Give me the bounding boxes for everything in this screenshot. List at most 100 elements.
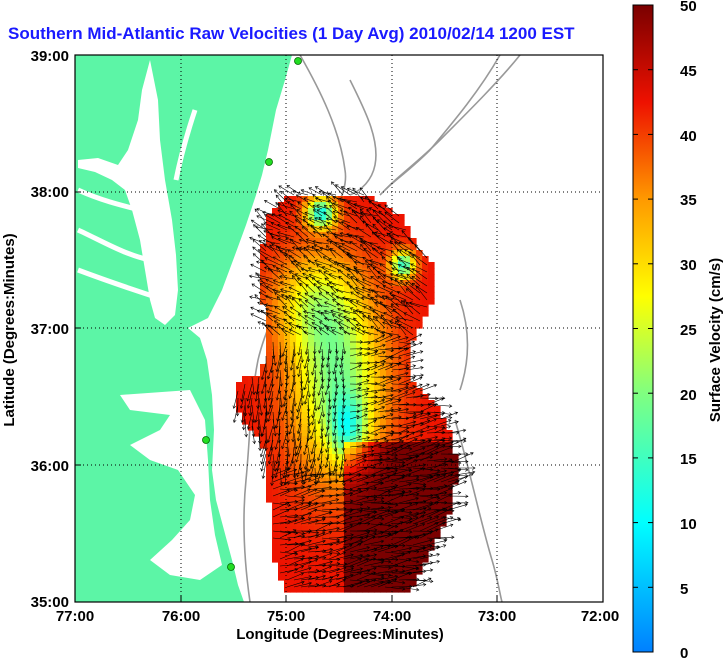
velocity-arrow xyxy=(293,341,295,357)
velocity-cell xyxy=(374,520,381,527)
velocity-arrow xyxy=(326,218,344,224)
velocity-arrow-head xyxy=(324,301,328,305)
x-tick-label: 74:00 xyxy=(373,608,411,625)
velocity-arrow-head xyxy=(349,299,354,304)
velocity-arrow xyxy=(314,577,333,581)
velocity-arrow-head xyxy=(359,553,364,558)
velocity-cell xyxy=(410,442,417,449)
velocity-cell xyxy=(308,376,315,383)
velocity-arrow-head xyxy=(320,428,324,432)
velocity-cell xyxy=(368,430,375,437)
velocity-arrow xyxy=(383,275,400,280)
velocity-arrow xyxy=(392,295,407,308)
velocity-arrow xyxy=(342,558,362,567)
velocity-arrow-head xyxy=(381,280,386,285)
velocity-arrow-head xyxy=(267,375,271,380)
velocity-arrow xyxy=(262,322,274,336)
velocity-arrow-head xyxy=(249,236,253,241)
velocity-arrow xyxy=(335,348,338,361)
velocity-arrow xyxy=(317,446,323,461)
velocity-arrow xyxy=(334,390,337,402)
velocity-cell xyxy=(416,454,423,461)
velocity-arrow-head xyxy=(365,558,370,562)
velocity-arrow xyxy=(280,281,295,287)
velocity-cell xyxy=(362,316,369,323)
velocity-cell xyxy=(398,400,405,407)
velocity-cell xyxy=(266,376,273,383)
velocity-cell xyxy=(284,556,291,563)
velocity-cell xyxy=(428,298,435,305)
velocity-arrow xyxy=(349,507,370,511)
velocity-arrow xyxy=(278,238,295,245)
velocity-arrow xyxy=(412,254,428,266)
velocity-arrow xyxy=(268,383,274,401)
velocity-cell xyxy=(284,496,291,503)
velocity-arrow-head xyxy=(381,363,385,367)
velocity-arrow-head xyxy=(322,555,327,560)
velocity-cell xyxy=(296,220,303,227)
velocity-arrow-head xyxy=(365,495,370,500)
velocity-cell xyxy=(308,370,315,377)
velocity-arrow xyxy=(391,572,411,581)
velocity-arrow-head xyxy=(418,333,423,337)
velocity-arrow-head xyxy=(292,190,296,194)
velocity-arrow-head xyxy=(316,280,320,284)
velocity-arrow-head xyxy=(285,501,290,505)
velocity-arrow xyxy=(313,231,330,238)
velocity-cell xyxy=(362,340,369,347)
velocity-arrow-head xyxy=(375,328,380,332)
velocity-arrow-head xyxy=(295,247,300,251)
velocity-arrow-head xyxy=(436,442,441,447)
velocity-cell xyxy=(308,220,315,227)
velocity-arrow xyxy=(412,383,430,392)
velocity-arrow xyxy=(342,522,362,532)
velocity-cell xyxy=(338,394,345,401)
velocity-arrow xyxy=(335,544,353,553)
velocity-cell xyxy=(350,562,357,569)
velocity-cell xyxy=(392,334,399,341)
velocity-cell xyxy=(344,376,351,383)
velocity-arrow-head xyxy=(374,294,379,299)
velocity-cell xyxy=(290,322,297,329)
velocity-arrow xyxy=(319,341,323,354)
velocity-arrow xyxy=(304,355,309,369)
velocity-arrow-head xyxy=(326,385,331,389)
velocity-cell xyxy=(416,556,423,563)
velocity-arrow xyxy=(391,559,411,567)
velocity-arrow xyxy=(426,522,446,532)
velocity-arrow-head xyxy=(357,386,362,391)
velocity-arrow-head xyxy=(411,431,416,435)
velocity-arrow-head xyxy=(365,482,369,486)
velocity-arrow-head xyxy=(303,310,307,314)
velocity-arrow-head xyxy=(407,558,412,562)
velocity-cell xyxy=(356,334,363,341)
velocity-arrow xyxy=(276,296,288,308)
velocity-cell xyxy=(260,406,267,413)
velocity-cell xyxy=(266,478,273,485)
velocity-cell xyxy=(428,406,435,413)
velocity-arrow xyxy=(342,510,363,518)
velocity-cell xyxy=(272,448,279,455)
velocity-arrow xyxy=(408,251,421,266)
velocity-arrow-head xyxy=(274,306,278,310)
velocity-cell xyxy=(314,454,321,461)
velocity-cell xyxy=(374,274,381,281)
velocity-arrow-head xyxy=(246,405,251,409)
velocity-cell xyxy=(350,280,357,287)
velocity-arrow xyxy=(377,219,393,231)
velocity-cell xyxy=(248,376,255,383)
velocity-arrow-head xyxy=(411,275,416,280)
velocity-cell xyxy=(272,514,279,521)
velocity-cell xyxy=(290,466,297,473)
velocity-arrow xyxy=(317,467,323,483)
velocity-arrow xyxy=(356,227,372,238)
velocity-cell xyxy=(278,562,285,569)
velocity-cell xyxy=(272,322,279,329)
velocity-cell xyxy=(266,424,273,431)
velocity-arrow xyxy=(412,539,433,546)
velocity-cell xyxy=(356,514,363,521)
y-tick-labels: 39:00 38:00 37:00 36:00 35:00 xyxy=(31,48,69,611)
velocity-arrow-head xyxy=(373,364,378,368)
velocity-cell xyxy=(362,532,369,539)
velocity-cell xyxy=(266,286,273,293)
